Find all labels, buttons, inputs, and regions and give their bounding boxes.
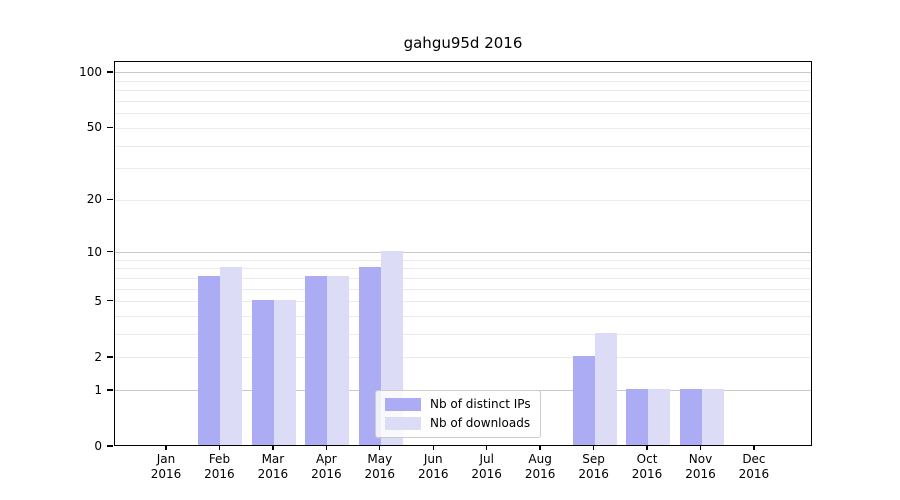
x-tick-label-jul: Jul 2016 <box>471 452 502 481</box>
chart-title: gahgu95d 2016 <box>403 34 523 52</box>
y-tick-mark <box>107 198 113 200</box>
y-grid-line-minor <box>115 145 811 147</box>
bar-downloads-apr <box>327 276 350 445</box>
y-grid-line-minor <box>115 316 811 318</box>
y-tick-mark <box>107 300 113 302</box>
x-tick-label-jun: Jun 2016 <box>417 452 449 481</box>
x-tick-mark <box>165 446 167 450</box>
y-tick-label: 2 <box>94 349 102 364</box>
y-grid-line-minor <box>115 168 811 170</box>
x-tick-mark <box>539 446 541 450</box>
y-grid-line-minor <box>115 259 811 261</box>
legend-entry-distinct-ips: Nb of distinct IPs <box>385 397 531 412</box>
x-tick-mark <box>646 446 648 450</box>
x-tick-mark <box>486 446 488 450</box>
bar-distinct-ips-nov <box>679 388 702 445</box>
legend-swatch-downloads <box>385 417 421 430</box>
x-tick-label-nov: Nov 2016 <box>685 452 716 481</box>
y-grid-line-major <box>115 72 811 74</box>
y-tick-mark <box>107 445 113 447</box>
bar-downloads-oct <box>648 388 671 445</box>
bar-downloads-feb <box>220 266 243 445</box>
y-tick-label: 5 <box>94 293 102 308</box>
y-grid-line-minor <box>115 334 811 336</box>
bar-distinct-ips-apr <box>305 276 328 445</box>
bar-distinct-ips-sep <box>572 355 595 445</box>
y-grid-line-minor <box>115 80 811 82</box>
y-grid-line-minor <box>115 268 811 270</box>
y-tick-label: 20 <box>86 192 102 207</box>
y-grid-line-minor <box>115 101 811 103</box>
y-tick-label: 1 <box>94 382 102 397</box>
x-tick-mark <box>379 446 381 450</box>
y-grid-line-major <box>115 252 811 254</box>
x-tick-mark <box>272 446 274 450</box>
bar-distinct-ips-feb <box>198 276 221 445</box>
y-grid-line-minor <box>115 90 811 92</box>
y-grid-line-minor <box>115 301 811 303</box>
y-tick-mark <box>107 71 113 73</box>
y-tick-label: 100 <box>79 64 102 79</box>
legend: Nb of distinct IPs Nb of downloads <box>375 390 541 438</box>
x-tick-mark <box>753 446 755 450</box>
legend-label: Nb of distinct IPs <box>430 397 531 411</box>
bar-distinct-ips-mar <box>251 299 274 445</box>
x-tick-mark <box>592 446 595 450</box>
legend-swatch-distinct-ips <box>385 398 421 411</box>
x-tick-mark <box>325 446 328 450</box>
x-tick-label-sep: Sep 2016 <box>578 452 609 481</box>
legend-entry-downloads: Nb of downloads <box>385 416 531 431</box>
y-tick-label: 0 <box>94 439 102 453</box>
y-tick-mark <box>107 389 113 391</box>
x-tick-label-aug: Aug 2016 <box>524 452 556 481</box>
x-tick-label-oct: Oct 2016 <box>631 452 663 481</box>
y-tick-mark <box>107 250 113 253</box>
x-tick-mark <box>699 446 702 450</box>
y-grid-line-minor <box>115 277 811 279</box>
x-tick-mark <box>432 446 434 450</box>
y-tick-label: 10 <box>86 244 102 259</box>
legend-label: Nb of downloads <box>430 416 531 430</box>
y-tick-mark <box>107 126 113 129</box>
x-tick-label-jan: Jan 2016 <box>150 452 182 481</box>
y-grid-line-minor <box>115 357 811 359</box>
bar-downloads-mar <box>273 299 296 445</box>
bar-downloads-sep <box>594 332 617 445</box>
x-tick-label-mar: Mar 2016 <box>257 452 289 481</box>
x-tick-mark <box>218 446 221 450</box>
y-grid-line-minor <box>115 113 811 115</box>
bar-downloads-nov <box>701 388 724 445</box>
x-tick-label-dec: Dec 2016 <box>738 452 770 481</box>
y-tick-mark <box>107 356 113 358</box>
y-tick-label: 50 <box>86 120 102 135</box>
plot-area <box>114 61 812 446</box>
x-tick-label-feb: Feb 2016 <box>204 452 235 481</box>
x-tick-label-apr: Apr 2016 <box>311 452 342 481</box>
y-grid-line-minor <box>115 127 811 129</box>
y-grid-line-minor <box>115 199 811 201</box>
x-tick-label-may: May 2016 <box>364 452 396 481</box>
bar-distinct-ips-oct <box>626 388 649 445</box>
y-grid-line-minor <box>115 288 811 290</box>
